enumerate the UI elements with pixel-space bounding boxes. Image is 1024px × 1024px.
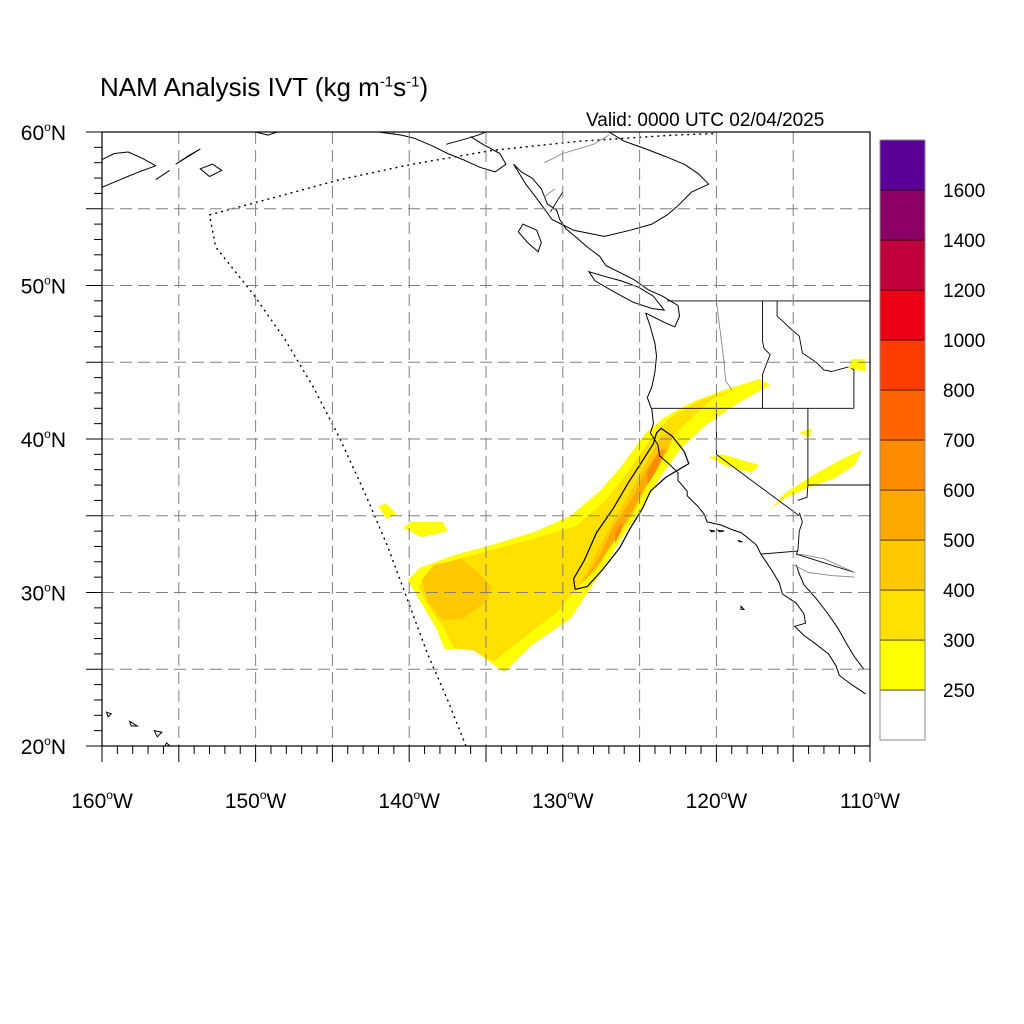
- island-outline: [587, 270, 666, 311]
- coastline: [513, 163, 866, 695]
- political-border: [776, 300, 849, 372]
- ivt-region-400: [421, 558, 493, 621]
- latitude-label: 60oN: [21, 120, 66, 145]
- coastline-gulf-of-alaska: [255, 132, 507, 173]
- longitude-label: 160oW: [71, 788, 133, 813]
- colorbar-label: 400: [943, 581, 975, 602]
- colorbar-label: 600: [943, 481, 975, 502]
- axis-labels: 160oW 150oW 140oW 130oW 120oW 110oW 60oN 50oN 40…: [21, 120, 900, 813]
- longitude-label: 120oW: [686, 788, 748, 813]
- latitude-label: 30oN: [21, 581, 66, 606]
- title-unit-s: s: [393, 72, 407, 102]
- political-border: [762, 300, 771, 409]
- political-border: [851, 368, 855, 409]
- secondary-boundary: [544, 188, 556, 197]
- ivt-region-250: [403, 521, 448, 538]
- colorbar-label: 1200: [943, 281, 985, 302]
- colorbar-label: 1400: [943, 231, 985, 252]
- ivt-region-600: [647, 449, 663, 485]
- ivt-region-250: [708, 454, 760, 473]
- title-close-paren: ): [419, 72, 429, 102]
- colorbar-swatch: [879, 589, 926, 641]
- island-outline: [716, 529, 725, 533]
- ivt-region-250: [770, 449, 863, 510]
- ivt-contour-line: [572, 427, 690, 590]
- island-outline: [155, 169, 170, 181]
- longitude-label: 140oW: [378, 788, 440, 813]
- political-border: [760, 550, 855, 573]
- secondary-boundary: [793, 564, 855, 578]
- colorbar-label: 800: [943, 381, 975, 402]
- latitude-label: 50oN: [21, 274, 66, 299]
- longitude-label: 130oW: [532, 788, 594, 813]
- lat-lon-gridlines: [102, 132, 870, 746]
- map-title: NAM Analysis IVT (kg m-1s-1): [100, 72, 428, 103]
- island-outline: [128, 720, 140, 727]
- island-outline: [105, 711, 113, 718]
- secondary-boundary: [799, 553, 855, 573]
- ivt-region-600: [615, 521, 623, 544]
- longitude-label: 150oW: [225, 788, 287, 813]
- colorbar-swatch: [879, 539, 926, 591]
- axis-ticks: [86, 131, 871, 762]
- colorbar-swatch: [879, 389, 926, 441]
- colorbar-swatch: [879, 289, 926, 341]
- island-outline: [517, 223, 542, 253]
- island-outline: [153, 729, 163, 738]
- island-outline: [175, 148, 201, 165]
- island-outline: [740, 605, 746, 610]
- coastlines-and-borders: [102, 132, 870, 746]
- political-border: [445, 132, 487, 145]
- coastline-gulf-of-california: [795, 564, 865, 670]
- ivt-region-250: [848, 359, 866, 372]
- political-border: [797, 408, 809, 501]
- colorbar-swatch: [879, 439, 926, 491]
- ivt-region-250: [799, 428, 812, 438]
- title-exponent-2: -1: [406, 73, 420, 91]
- longitude-label: 110oW: [840, 788, 900, 813]
- ivt-colorbar: 250 300 400 500 600 700 800 1000 1200 1400 1600: [879, 139, 985, 741]
- colorbar-swatch: [879, 239, 926, 291]
- latitude-label: 40oN: [21, 427, 66, 452]
- model-domain-boundary: [208, 132, 717, 746]
- colorbar-swatch: [879, 189, 926, 241]
- secondary-boundary: [715, 300, 733, 391]
- title-text: NAM Analysis IVT (kg m: [100, 72, 380, 102]
- colorbar-label: 300: [943, 631, 975, 652]
- colorbar-label: 700: [943, 431, 975, 452]
- colorbar-label: 1000: [943, 331, 985, 352]
- title-exponent-1: -1: [379, 73, 394, 91]
- coastline-alaska: [102, 151, 157, 188]
- colorbar-swatch: [879, 689, 926, 741]
- colorbar-swatch: [879, 639, 926, 691]
- secondary-boundary: [544, 134, 610, 164]
- colorbar-swatch: [879, 139, 926, 191]
- island-outline: [708, 529, 716, 533]
- colorbar-label: 250: [943, 681, 975, 702]
- colorbar-label: 500: [943, 531, 975, 552]
- ivt-region-250: [378, 503, 397, 519]
- colorbar-swatch: [879, 339, 926, 391]
- colorbar-frame: [879, 139, 926, 741]
- ivt-shading: [378, 359, 866, 673]
- island-outline: [199, 163, 223, 178]
- colorbar-label: 1600: [943, 181, 985, 202]
- colorbar-swatch: [879, 489, 926, 541]
- plot-frame: [101, 131, 871, 747]
- coastline-bc-interior: [513, 132, 710, 237]
- valid-time-label: Valid: 0000 UTC 02/04/2025: [586, 110, 825, 131]
- political-border: [797, 512, 803, 552]
- latitude-label: 20oN: [21, 734, 66, 759]
- island-outline: [737, 539, 743, 543]
